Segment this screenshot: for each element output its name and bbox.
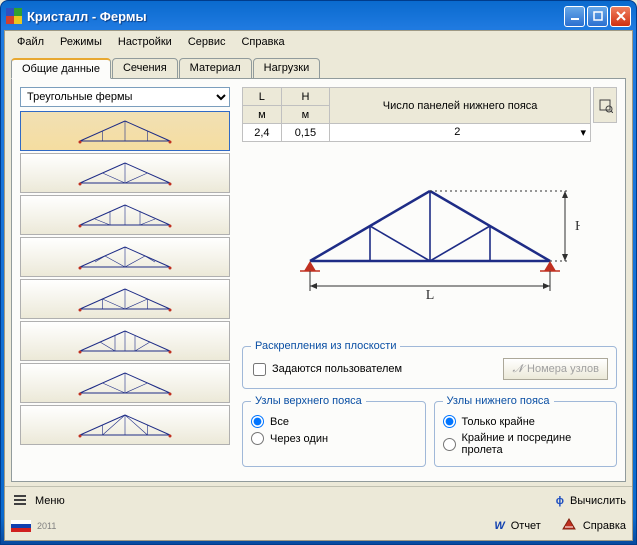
truss-preview-svg: LH: [280, 161, 580, 321]
report-button[interactable]: Отчет: [511, 520, 541, 532]
upper-opt-alt[interactable]: Через один: [251, 430, 417, 447]
compute-button[interactable]: Вычислить: [570, 495, 626, 507]
app-window: Кристалл - Фермы Файл Режимы Настройки С…: [0, 0, 637, 545]
node-numbers-icon: 𝓝: [512, 363, 523, 376]
truss-shape-list: [20, 111, 230, 445]
truss-shape-item[interactable]: [20, 195, 230, 235]
col-panels-header: Число панелей нижнего пояса: [330, 88, 591, 124]
truss-shape-item[interactable]: [20, 111, 230, 151]
upper-chord-group: Узлы верхнего пояса Все Через один: [242, 395, 426, 467]
client-area: Файл Режимы Настройки Сервис Справка Общ…: [4, 30, 633, 541]
truss-shape-item[interactable]: [20, 363, 230, 403]
status-bar: Меню ɸ Вычислить 2011 W Отчет: [5, 486, 632, 540]
truss-type-select[interactable]: Треугольные фермы: [20, 87, 230, 107]
tab-material[interactable]: Материал: [179, 58, 252, 79]
lower-opt-edges[interactable]: Только крайне: [443, 413, 609, 430]
value-L[interactable]: 2,4: [243, 124, 282, 142]
upper-opt-all[interactable]: Все: [251, 413, 417, 430]
truss-shape-item[interactable]: [20, 279, 230, 319]
status-menu-label[interactable]: Меню: [35, 495, 65, 507]
tab-strip: Общие данные Сечения Материал Нагрузки: [11, 58, 626, 79]
menu-bar: Файл Режимы Настройки Сервис Справка: [5, 31, 632, 53]
col-L-unit: м: [243, 106, 282, 124]
refresh-icon: [597, 97, 613, 113]
fasteners-group: Раскрепления из плоскости Задаются польз…: [242, 340, 617, 389]
svg-text:H: H: [575, 219, 580, 234]
flag-icon: [11, 520, 31, 532]
fasteners-legend: Раскрепления из плоскости: [251, 340, 400, 352]
compute-icon: ɸ: [556, 495, 564, 507]
left-column: Треугольные фермы: [20, 87, 230, 473]
menu-file[interactable]: Файл: [9, 33, 52, 51]
upper-radio-alt[interactable]: [251, 432, 264, 445]
lower-opt-mid[interactable]: Крайние и посредине пролета: [443, 430, 609, 458]
menu-service[interactable]: Сервис: [180, 33, 234, 51]
lower-chord-group: Узлы нижнего пояса Только крайне Крайние…: [434, 395, 618, 467]
window-title: Кристалл - Фермы: [27, 9, 147, 24]
menu-help[interactable]: Справка: [233, 33, 292, 51]
help-icon: [561, 517, 577, 534]
truss-shape-item[interactable]: [20, 405, 230, 445]
menu-modes[interactable]: Режимы: [52, 33, 110, 51]
tab-general[interactable]: Общие данные: [11, 58, 111, 79]
truss-shape-item[interactable]: [20, 321, 230, 361]
titlebar[interactable]: Кристалл - Фермы: [4, 4, 633, 30]
user-defined-label: Задаются пользователем: [272, 363, 402, 375]
menu-settings[interactable]: Настройки: [110, 33, 180, 51]
upper-chord-legend: Узлы верхнего пояса: [251, 395, 366, 407]
col-H-unit: м: [281, 106, 329, 124]
content: Общие данные Сечения Материал Нагрузки Т…: [5, 53, 632, 486]
dimensions-table: L H Число панелей нижнего пояса м м 2,4 …: [242, 87, 591, 142]
node-numbers-button: 𝓝 Номера узлов: [503, 358, 608, 380]
help-button[interactable]: Справка: [583, 520, 626, 532]
close-button[interactable]: [610, 6, 631, 27]
tab-panel: Треугольные фермы L H Число панелей нижн…: [11, 78, 626, 482]
col-H-header: H: [281, 88, 329, 106]
lower-radio-edges[interactable]: [443, 415, 456, 428]
user-defined-checkbox[interactable]: [253, 363, 266, 376]
minimize-button[interactable]: [564, 6, 585, 27]
lower-chord-legend: Узлы нижнего пояса: [443, 395, 554, 407]
maximize-button[interactable]: [587, 6, 608, 27]
truss-preview: LH: [242, 142, 617, 340]
app-icon: [6, 8, 22, 24]
col-L-header: L: [243, 88, 282, 106]
value-H[interactable]: 0,15: [281, 124, 329, 142]
year-label: 2011: [37, 521, 56, 531]
value-panels[interactable]: 2 ▾: [330, 124, 591, 142]
report-icon: W: [494, 520, 504, 532]
upper-radio-all[interactable]: [251, 415, 264, 428]
user-defined-checkbox-row[interactable]: Задаются пользователем: [251, 359, 404, 380]
truss-shape-item[interactable]: [20, 237, 230, 277]
svg-text:L: L: [425, 288, 434, 303]
right-column: L H Число панелей нижнего пояса м м 2,4 …: [242, 87, 617, 473]
truss-shape-item[interactable]: [20, 153, 230, 193]
tab-loads[interactable]: Нагрузки: [253, 58, 321, 79]
lower-radio-mid[interactable]: [443, 438, 456, 451]
tab-sections[interactable]: Сечения: [112, 58, 178, 79]
parameter-table: L H Число панелей нижнего пояса м м 2,4 …: [242, 87, 617, 142]
refresh-icon-button[interactable]: [593, 87, 617, 123]
menu-icon[interactable]: [11, 493, 29, 510]
